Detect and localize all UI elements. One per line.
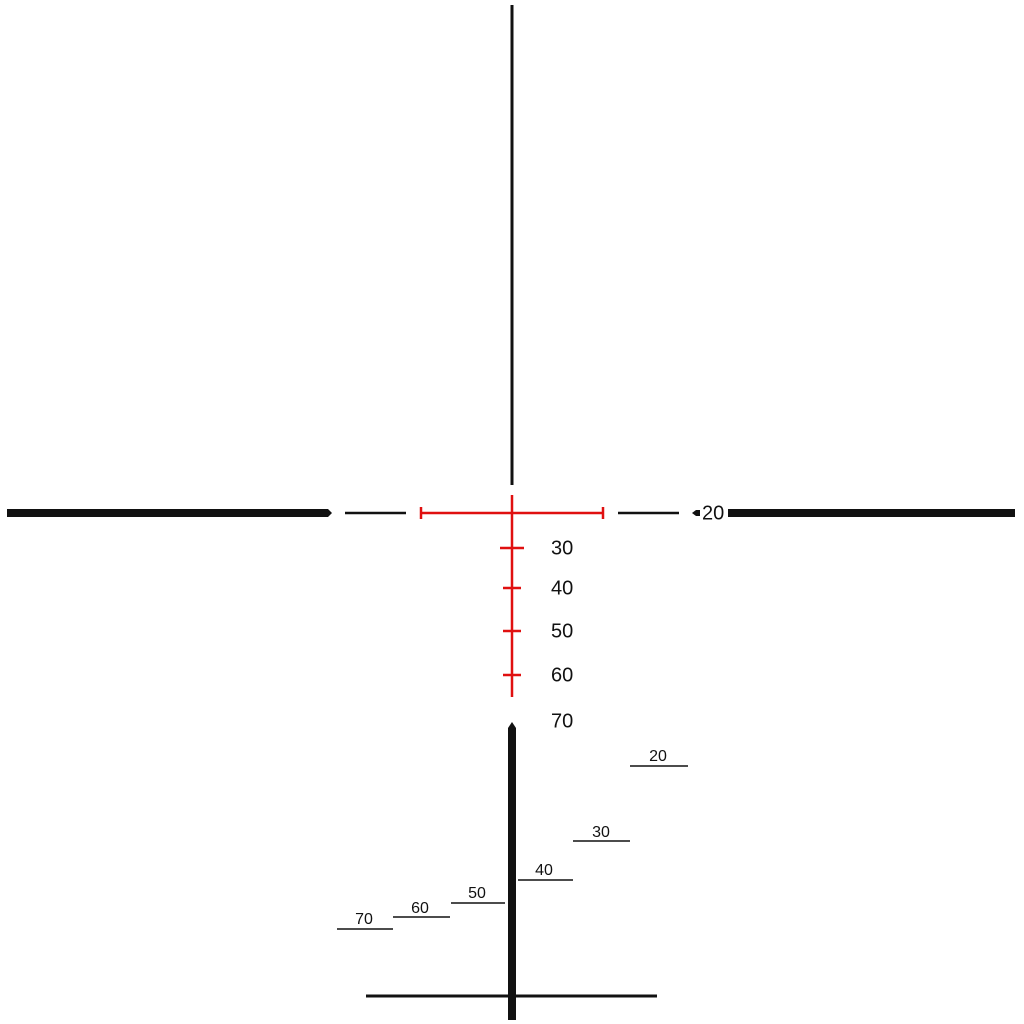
- windage-lines: [337, 765, 688, 930]
- holdover-label: 50: [551, 620, 573, 642]
- holdover-label: 40: [551, 577, 573, 599]
- windage-label: 40: [535, 862, 553, 879]
- windage-label: 20: [649, 748, 667, 765]
- holdover-label: 70: [551, 710, 573, 732]
- holdover-label: 30: [551, 537, 573, 559]
- holdover-label: 20: [702, 502, 724, 524]
- windage-label: 30: [592, 824, 610, 841]
- holdover-label: 60: [551, 664, 573, 686]
- windage-label: 60: [411, 900, 429, 917]
- bottom-post: [508, 722, 516, 1020]
- pointer: [692, 510, 700, 516]
- right-post: [728, 509, 1015, 517]
- windage-label: 50: [468, 885, 486, 902]
- windage-label: 70: [355, 911, 373, 928]
- left-post: [7, 509, 332, 517]
- red-center: [419, 495, 605, 697]
